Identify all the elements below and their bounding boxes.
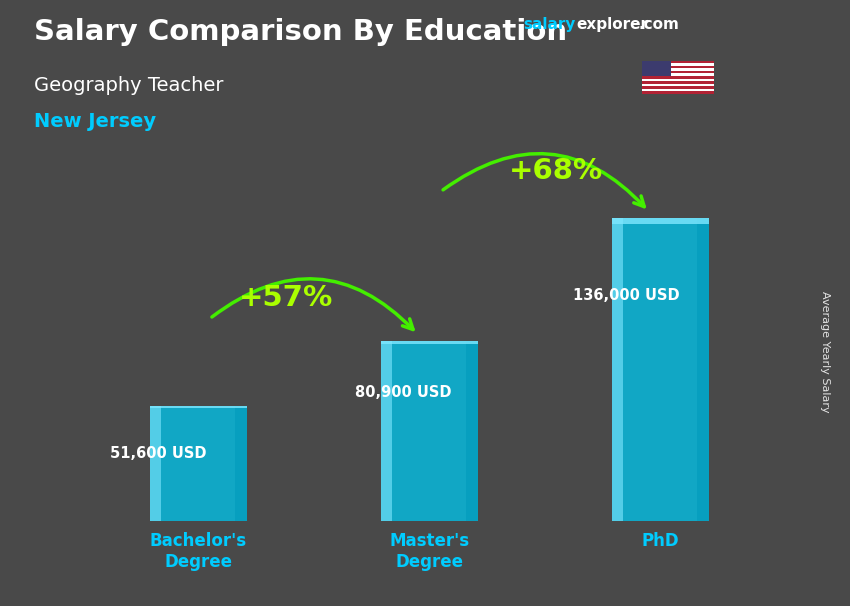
FancyBboxPatch shape bbox=[150, 406, 246, 521]
FancyBboxPatch shape bbox=[150, 406, 162, 521]
Text: +68%: +68% bbox=[509, 157, 604, 185]
Text: 136,000 USD: 136,000 USD bbox=[573, 288, 679, 303]
Bar bbox=[642, 92, 714, 94]
Text: New Jersey: New Jersey bbox=[34, 112, 156, 131]
FancyBboxPatch shape bbox=[381, 341, 393, 521]
Bar bbox=[642, 84, 714, 86]
FancyBboxPatch shape bbox=[612, 218, 709, 224]
Bar bbox=[642, 61, 714, 63]
FancyBboxPatch shape bbox=[466, 341, 478, 521]
FancyBboxPatch shape bbox=[697, 218, 709, 521]
Bar bbox=[642, 65, 714, 68]
Bar bbox=[642, 63, 714, 65]
FancyBboxPatch shape bbox=[381, 341, 478, 521]
Text: 51,600 USD: 51,600 USD bbox=[110, 447, 207, 461]
Text: salary: salary bbox=[523, 17, 575, 32]
FancyBboxPatch shape bbox=[150, 406, 246, 408]
FancyBboxPatch shape bbox=[381, 341, 478, 344]
Text: .com: .com bbox=[638, 17, 679, 32]
Bar bbox=[642, 81, 714, 84]
Text: Salary Comparison By Education: Salary Comparison By Education bbox=[34, 18, 567, 46]
Text: Geography Teacher: Geography Teacher bbox=[34, 76, 224, 95]
Text: Average Yearly Salary: Average Yearly Salary bbox=[820, 291, 830, 412]
Bar bbox=[642, 61, 671, 76]
Bar bbox=[642, 71, 714, 73]
Bar bbox=[642, 68, 714, 71]
FancyBboxPatch shape bbox=[612, 218, 709, 521]
Bar bbox=[642, 79, 714, 81]
Text: +57%: +57% bbox=[239, 284, 333, 312]
Bar bbox=[642, 76, 714, 79]
Bar bbox=[642, 73, 714, 76]
Bar bbox=[642, 86, 714, 89]
FancyBboxPatch shape bbox=[235, 406, 246, 521]
Text: 80,900 USD: 80,900 USD bbox=[355, 385, 452, 401]
Bar bbox=[642, 89, 714, 92]
Text: explorer: explorer bbox=[576, 17, 649, 32]
FancyBboxPatch shape bbox=[612, 218, 623, 521]
